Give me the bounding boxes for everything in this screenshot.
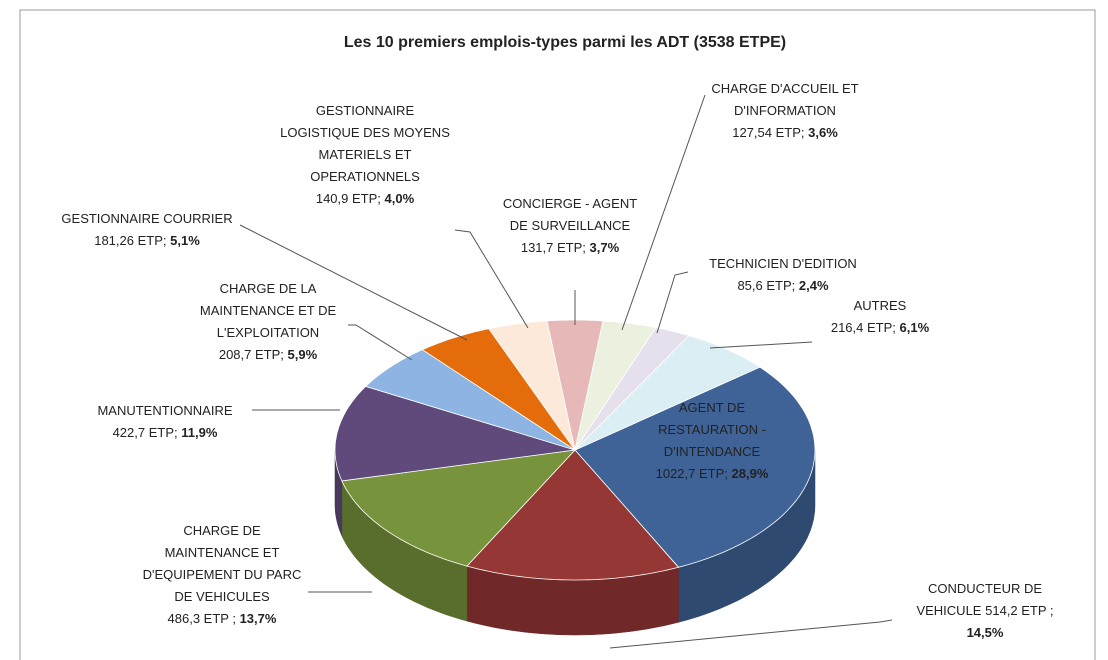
pie-slice — [574, 320, 657, 451]
data-label: AUTRES 216,4 ETP; 6,1% — [800, 295, 960, 339]
percent-label: 2,4% — [798, 278, 829, 293]
value-label: 131,7 ETP; — [520, 240, 586, 255]
category-label: CONCIERGE - AGENT DE SURVEILLANCE — [502, 196, 638, 233]
percent-label: 5,9% — [287, 347, 318, 362]
category-label: CHARGE DE LA MAINTENANCE ET DE L'EXPLOIT… — [199, 281, 337, 340]
percent-label: 4,0% — [384, 191, 415, 206]
data-label: AGENT DE RESTAURATION - D'INTENDANCE 102… — [637, 397, 787, 485]
category-label: AGENT DE RESTAURATION - D'INTENDANCE — [658, 400, 766, 459]
category-label: CHARGE D'ACCUEIL ET D'INFORMATION — [711, 81, 859, 118]
category-label: GESTIONNAIRE COURRIER — [61, 211, 233, 226]
percent-label: 28,9% — [731, 466, 769, 481]
frame — [19, 9, 1096, 660]
data-label: CHARGE DE MAINTENANCE ET D'EQUIPEMENT DU… — [112, 520, 332, 630]
category-label: GESTIONNAIRE LOGISTIQUE DES MOYENS MATER… — [280, 103, 450, 184]
data-label: CONCIERGE - AGENT DE SURVEILLANCE 131,7 … — [480, 193, 660, 259]
value-label: 216,4 ETP; — [830, 320, 896, 335]
chart-title: Les 10 premiers emplois-types parmi les … — [344, 34, 786, 51]
pie-slice — [364, 349, 576, 451]
pie-slice — [574, 327, 690, 451]
percent-label: 13,7% — [239, 611, 277, 626]
pie-slice — [421, 328, 576, 451]
data-label: MANUTENTIONNAIRE 422,7 ETP; 11,9% — [60, 400, 270, 444]
pie-slice — [574, 366, 816, 568]
data-label: TECHNICIEN D'EDITION 85,6 ETP; 2,4% — [673, 253, 893, 297]
leader-line — [656, 271, 689, 334]
pie-slice — [488, 320, 576, 451]
value-label: 140,9 ETP; — [315, 191, 381, 206]
value-label: 486,3 ETP ; — [167, 611, 236, 626]
value-label: 181,26 ETP; — [94, 233, 167, 248]
leader-line — [709, 341, 813, 349]
data-label: CHARGE DE LA MAINTENANCE ET DE L'EXPLOIT… — [178, 278, 358, 366]
percent-label: 5,1% — [170, 233, 200, 248]
value-label: 1022,7 ETP; — [655, 466, 728, 481]
value-label: 85,6 ETP; — [737, 278, 796, 293]
data-label: CONDUCTEUR DE VEHICULE 514,2 ETP ; 14,5% — [890, 578, 1080, 644]
percent-label: 11,9% — [181, 425, 218, 440]
value-label: 127,54 ETP; — [732, 125, 805, 140]
value-label: 208,7 ETP; — [218, 347, 284, 362]
leader-line — [239, 224, 468, 341]
percent-label: 3,6% — [808, 125, 838, 140]
leader-line — [609, 619, 893, 649]
pie-slice — [574, 335, 761, 451]
data-label: GESTIONNAIRE COURRIER 181,26 ETP; 5,1% — [22, 208, 272, 252]
value-label: 422,7 ETP; — [112, 425, 178, 440]
category-label: AUTRES — [853, 298, 907, 313]
pie-slice — [334, 385, 576, 482]
leader-line — [454, 229, 529, 329]
leader-line — [348, 324, 413, 361]
pie-slice — [466, 449, 680, 581]
category-label: CONDUCTEUR DE VEHICULE — [916, 581, 1043, 618]
category-label: TECHNICIEN D'EDITION — [709, 256, 857, 271]
percent-label: 14,5% — [966, 625, 1004, 640]
percent-label: 6,1% — [899, 320, 930, 335]
leader-line — [621, 94, 706, 331]
value-label: 514,2 ETP ; — [985, 603, 1054, 618]
pie-slice — [341, 449, 577, 567]
category-label: MANUTENTIONNAIRE — [97, 403, 233, 418]
data-label: CHARGE D'ACCUEIL ET D'INFORMATION 127,54… — [685, 78, 885, 144]
data-label: GESTIONNAIRE LOGISTIQUE DES MOYENS MATER… — [265, 100, 465, 210]
category-label: CHARGE DE MAINTENANCE ET D'EQUIPEMENT DU… — [142, 523, 302, 604]
percent-label: 3,7% — [589, 240, 620, 255]
